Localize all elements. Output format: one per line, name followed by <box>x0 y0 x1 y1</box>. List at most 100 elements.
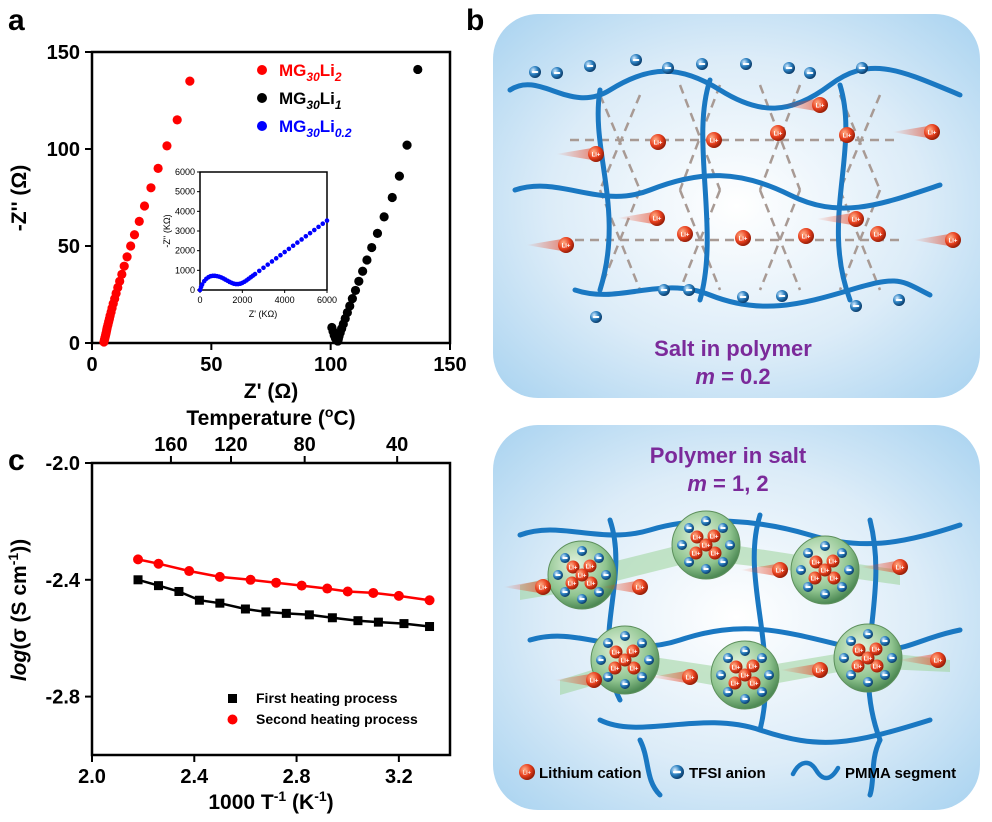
data-point <box>153 558 164 569</box>
tfsi-minus <box>603 574 609 576</box>
lithium-tail <box>892 126 928 138</box>
tfsi-minus <box>555 574 561 576</box>
tfsi-minus <box>718 674 724 676</box>
data-point <box>327 613 337 623</box>
legend-mid: Li <box>320 89 335 108</box>
tfsi-minus <box>766 674 772 676</box>
tfsi-minus <box>622 683 628 685</box>
legend-label: Second heating process <box>256 711 418 727</box>
y-title-rest: (σ (S cm <box>8 565 31 649</box>
crosslink <box>598 94 642 191</box>
lithium-symbol: Li+ <box>590 679 599 685</box>
top-x-tick-label: 120 <box>214 434 247 456</box>
lithium-symbol: Li+ <box>873 665 882 671</box>
lithium-ion <box>588 146 604 162</box>
data-point <box>162 141 172 151</box>
inset-frame <box>199 171 328 291</box>
tfsi-minus <box>725 690 731 693</box>
inset-data-point <box>286 246 292 252</box>
lithium-symbol: Li+ <box>864 657 873 663</box>
panel-c-label: c <box>8 444 25 477</box>
lithium-ion <box>690 530 704 544</box>
lithium-symbol: Li+ <box>710 139 719 145</box>
lithium-ion <box>689 546 703 560</box>
lithium-symbol: Li+ <box>653 217 662 223</box>
crosslink <box>838 94 882 191</box>
data-point <box>126 241 136 251</box>
data-point <box>134 216 144 226</box>
inset-data-point <box>252 271 258 277</box>
tfsi-minus <box>703 568 709 570</box>
tfsi-minus <box>778 295 786 297</box>
data-point <box>133 554 144 565</box>
x-tick-label: 50 <box>200 354 222 376</box>
lithium-symbol: Li+ <box>654 141 663 147</box>
tfsi-minus <box>759 690 765 693</box>
inset-data-point <box>299 237 304 242</box>
inset-data-point <box>295 240 300 245</box>
y-title-italic: log <box>8 650 31 682</box>
data-point <box>117 269 127 279</box>
tfsi-minus <box>882 673 888 676</box>
panel-a-label: a <box>8 4 25 37</box>
conductivity-ticks: 2.0 2.4 2.8 3.2 -2.0 -2.4 -2.8 160 120 80 40 <box>46 434 413 788</box>
legend-marker <box>257 93 267 103</box>
tfsi-minus <box>646 659 652 661</box>
lithium-ion <box>728 676 742 690</box>
crosslink <box>678 84 722 191</box>
tfsi-minus <box>664 67 672 69</box>
lithium-ion <box>812 97 828 113</box>
data-point <box>358 266 368 276</box>
y-title-end: )) <box>8 539 31 553</box>
polymer-in-salt-box <box>493 425 980 810</box>
lithium-tail <box>816 213 852 225</box>
x-tick-label: 3.2 <box>385 766 413 788</box>
polymer-in-salt-title: Polymer in salt <box>650 443 807 468</box>
data-point <box>184 566 195 577</box>
tfsi-minus <box>806 72 814 74</box>
lithium-symbol: Li+ <box>949 239 958 245</box>
lithium-ion <box>677 226 693 242</box>
tfsi-minus <box>531 71 539 73</box>
lithium-tail <box>913 234 949 246</box>
lithium-ion <box>746 659 760 673</box>
data-point <box>153 581 163 591</box>
tfsi-minus <box>562 557 568 560</box>
lithium-tail <box>650 671 686 683</box>
salt-in-polymer-scene: Li+ Li+ Li+ Li+ Li+ Li+ Li+ Li+ Li+ Li+ Li+ Li+ Li+ L… <box>507 54 963 323</box>
lithium-symbol: Li+ <box>686 676 695 682</box>
lithium-symbol: Li+ <box>621 659 630 665</box>
lithium-symbol: Li+ <box>802 235 811 241</box>
legend-marker <box>227 714 238 725</box>
lithium-symbol: Li+ <box>568 582 577 588</box>
tfsi-minus <box>846 569 852 571</box>
lithium-symbol: Li+ <box>711 552 720 558</box>
inset-ticks: 0 2000 4000 6000 0 1000 2000 3000 4000 5000 6000 <box>175 167 337 305</box>
lithium-symbol: Li+ <box>692 552 701 558</box>
nyquist-inset: 0 2000 4000 6000 0 1000 2000 3000 4000 5000 6000 Z… <box>162 167 337 319</box>
y-title-sup: -1 <box>5 553 21 566</box>
tfsi-minus <box>739 296 747 298</box>
top-subtitle-var: m <box>695 364 715 389</box>
lithium-tail <box>860 561 896 573</box>
top-x-tick-label: 160 <box>154 434 187 456</box>
inset-data-point <box>316 224 321 230</box>
lithium-ion <box>708 546 722 560</box>
inset-data-point <box>307 230 313 236</box>
x-title-sup1: -1 <box>274 788 287 804</box>
inset-y-axis-title: -Z'' (KΩ) <box>162 214 172 247</box>
crosslink <box>758 189 802 291</box>
lithium-ion <box>558 237 574 253</box>
data-point <box>139 201 150 211</box>
lithium-ion <box>851 659 865 673</box>
tfsi-minus <box>579 598 585 600</box>
lithium-symbol: Li+ <box>539 586 548 592</box>
pmma-legend-icon <box>790 760 841 781</box>
tfsi-minus <box>598 659 604 661</box>
lithium-symbol: Li+ <box>587 582 596 588</box>
tfsi-minus <box>848 640 854 643</box>
tfsi-minus <box>639 642 645 645</box>
inset-data-point <box>256 268 262 274</box>
legend-marker <box>257 65 267 75</box>
